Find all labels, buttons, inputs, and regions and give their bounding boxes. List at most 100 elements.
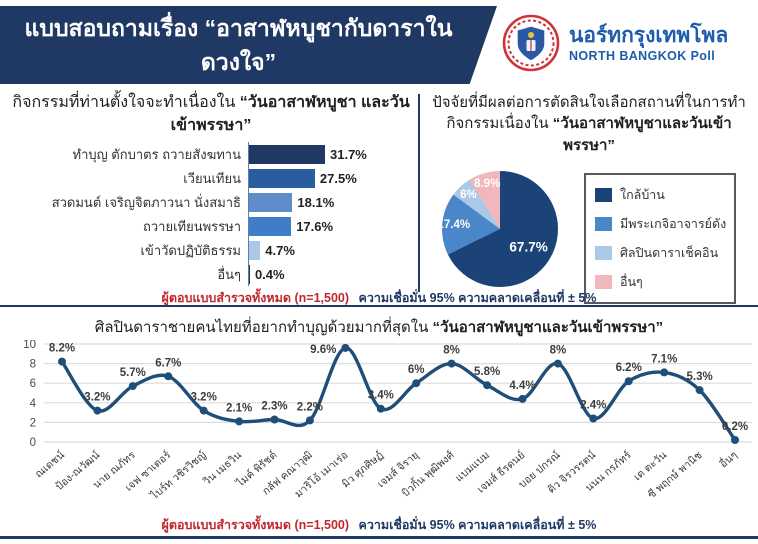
data-point-label: 6%: [408, 364, 425, 376]
line-series: [60, 346, 737, 442]
bar-row: เข้าวัดปฏิบัติธรรม 4.7%: [10, 238, 412, 263]
bar: [249, 168, 315, 188]
legend-label: ศิลปินดาราเช็คอิน: [620, 245, 719, 260]
data-point-label: 4.4%: [509, 380, 535, 392]
top-charts-section: กิจกรรมที่ท่านตั้งใจจะทำเนื่องใน “วันอาส…: [0, 88, 758, 304]
legend-label: มีพระเกจิอาจารย์ดัง: [620, 216, 727, 231]
bar-value-label: 4.7%: [265, 242, 295, 258]
x-category-label: อื่นๆ: [716, 448, 740, 471]
survey-footnote-top: ผู้ตอบแบบสำรวจทั้งหมด (n=1,500) ความเชื่…: [0, 288, 758, 308]
data-point: [447, 359, 456, 368]
data-point: [199, 406, 208, 415]
bar-row: ถวายเทียนพรรษา 17.6%: [10, 214, 412, 239]
data-point-label: 7.1%: [651, 354, 677, 366]
bar-chart: ทำบุญ ตักบาตร ถวายสังฆทาน 31.7% เวียนเทียน…: [10, 142, 412, 287]
pie-slice-value: 6%: [460, 188, 477, 201]
line-chart-title: ศิลปินดาราชายคนไทยที่อยากทำบุญด้วยมากที่…: [0, 317, 758, 338]
bar-track: 4.7%: [248, 238, 412, 263]
data-point: [58, 357, 66, 366]
y-tick-label: 4: [30, 398, 37, 410]
pie-slice-value: 8.9%: [474, 178, 501, 191]
bar: [249, 216, 292, 236]
bar-row: สวดมนต์ เจริญจิตภาวนา นั่งสมาธิ 18.1%: [10, 190, 412, 215]
pie-area: ใกล้บ้านมีพระเกจิอาจารย์ดังศิลปินดาราเช็…: [428, 161, 750, 304]
bar-chart-title-bold: “วันอาสาฬหบูชา และวันเข้าพรรษา”: [170, 94, 410, 134]
legend-swatch: [595, 274, 612, 289]
bar-value-label: 18.1%: [297, 194, 335, 210]
data-point: [589, 414, 598, 423]
legend-label: ใกล้บ้าน: [620, 187, 665, 202]
title-banner: แบบสอบถามเรื่อง “อาสาฬหบูชากับ​ดาราในดวง…: [0, 6, 497, 84]
bar-track: 17.6%: [248, 214, 412, 239]
bar-value-label: 27.5%: [319, 170, 357, 186]
bar-value-label: 17.6%: [296, 218, 334, 234]
data-point: [93, 406, 102, 415]
y-tick-label: 10: [23, 340, 36, 351]
data-point-label: 2.2%: [297, 402, 323, 414]
data-point-label: 5.7%: [120, 367, 146, 379]
data-point: [518, 395, 527, 404]
data-point-label: 8%: [550, 345, 567, 357]
data-point: [695, 386, 704, 395]
data-point-label: 2.1%: [226, 403, 252, 415]
y-tick-label: 6: [30, 378, 36, 390]
bar-category-label: อื่นๆ: [217, 266, 241, 282]
legend-label: อื่นๆ: [620, 274, 643, 289]
survey-note-red: ผู้ตอบแบบสำรวจทั้งหมด (n=1,500): [161, 291, 350, 305]
legend-item: ใกล้บ้าน: [595, 185, 725, 205]
data-point-label: 2.3%: [261, 401, 287, 413]
legend-item: มีพระเกจิอาจารย์ดัง: [595, 214, 727, 234]
survey-note-navy: ความเชื่อมั่น 95% ความคลาดเคลื่อนที่ ± 5…: [358, 518, 597, 532]
data-point: [412, 379, 421, 388]
bar-value-label: 0.4%: [254, 266, 285, 282]
brand-name-english: NORTH BANGKOK Poll: [569, 48, 716, 63]
pie-chart-title-bold: “วันอาสาฬหบูชา​และวันเข้าพรรษา”: [552, 115, 732, 154]
legend-swatch: [595, 216, 612, 231]
bar-row: ทำบุญ ตักบาตร ถวายสังฆทาน 31.7%: [10, 142, 412, 167]
data-point: [341, 344, 350, 353]
data-point-label: 3.4%: [368, 390, 394, 402]
bar-chart-title-regular: กิจกรรมที่ท่านตั้งใจจะทำเนื่องใน: [12, 94, 236, 111]
data-point-label: 3.2%: [84, 392, 110, 404]
bar-chart-title: กิจกรรมที่ท่านตั้งใจจะทำเนื่องใน “วันอาส…: [10, 92, 412, 137]
bar: [249, 192, 293, 212]
vertical-divider: [418, 94, 420, 292]
bar-track: 18.1%: [248, 190, 412, 215]
pie-chart: [442, 170, 558, 287]
line-chart-title-bold: “วันอาสาฬหบูชาและวันเข้าพรรษา”: [432, 319, 664, 336]
data-point-label: 6.7%: [155, 358, 181, 370]
y-tick-label: 8: [30, 359, 36, 371]
bar-row: อื่นๆ 0.4%: [10, 262, 412, 287]
north-bangkok-poll-logo: [502, 14, 560, 72]
data-point: [235, 417, 244, 426]
legend-swatch: [595, 187, 612, 202]
data-point-label: 5.3%: [686, 371, 712, 383]
pie-chart-title-regular: ปัจจัยที่มีผลต่อการตัดสินใจ​เลือกสถานที่…: [432, 94, 746, 133]
legend-swatch: [595, 245, 612, 260]
pie-slice-value: 67.7%: [509, 239, 548, 255]
page-title: แบบสอบถามเรื่อง “อาสาฬหบูชากับ​ดาราในดวง…: [24, 14, 453, 76]
data-point-label: 8.2%: [49, 343, 75, 355]
bar: [249, 144, 325, 164]
line-chart-panel: ศิลปินดาราชายคนไทยที่อยากทำบุญด้วยมากที่…: [0, 311, 758, 512]
pie-slice-value: 17.4%: [437, 218, 471, 231]
survey-footnote-bottom: ผู้ตอบแบบสำรวจทั้งหมด (n=1,500) ความเชื่…: [0, 515, 758, 535]
bar-track: 31.7%: [248, 142, 412, 167]
legend-item: อื่นๆ: [595, 272, 725, 292]
data-point-label: 9.6%: [310, 344, 336, 356]
pie-chart-title: ปัจจัยที่มีผลต่อการตัดสินใจ​เลือกสถานที่…: [428, 92, 750, 156]
pie-legend: ใกล้บ้านมีพระเกจิอาจารย์ดังศิลปินดาราเช็…: [584, 172, 736, 304]
data-point: [128, 382, 137, 391]
data-point-label: 8%: [443, 345, 460, 357]
data-point: [164, 372, 173, 381]
data-point-label: 0.2%: [722, 421, 748, 433]
data-point: [553, 359, 562, 368]
data-point: [731, 436, 739, 445]
bar-category-label: เข้าวัดปฏิบัติธรรม: [140, 242, 241, 258]
bar-row: เวียนเทียน 27.5%: [10, 166, 412, 191]
data-point: [624, 377, 633, 386]
bar-track: 0.4%: [248, 262, 412, 287]
bar-chart-panel: กิจกรรมที่ท่านตั้งใจจะทำเนื่องใน “วันอาส…: [0, 88, 418, 287]
